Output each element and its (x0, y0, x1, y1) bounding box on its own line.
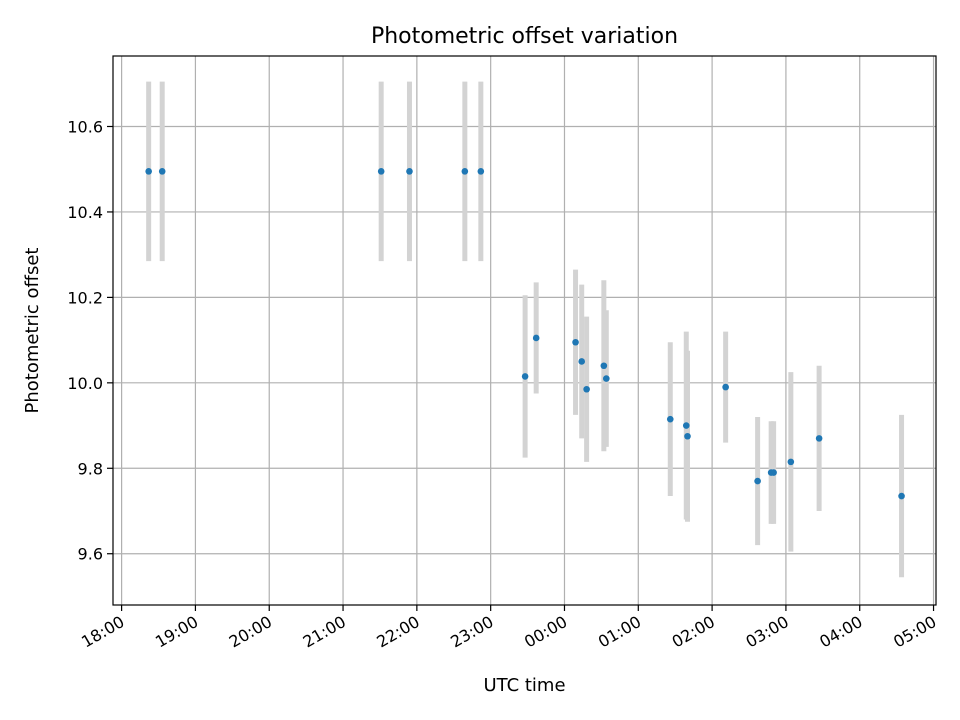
data-point (578, 358, 586, 365)
data-point (406, 168, 413, 175)
data-point (521, 373, 529, 380)
data-point (158, 168, 166, 175)
data-point (815, 435, 823, 442)
x-tick-label: 01:00 (595, 612, 644, 652)
data-point (684, 432, 691, 440)
data-point (754, 477, 761, 485)
x-tick-label: 02:00 (669, 612, 718, 652)
plot-frame (112, 55, 937, 606)
x-axis-label: UTC time (483, 675, 565, 696)
x-tick-label: 04:00 (816, 612, 865, 652)
x-tick-label: 22:00 (373, 612, 422, 652)
x-tick-label: 00:00 (521, 612, 570, 652)
data-point (583, 385, 590, 393)
data-point (572, 338, 579, 346)
data-point (600, 362, 608, 370)
y-tick-label: 10.2 (67, 288, 103, 307)
y-axis-label: Photometric offset (22, 248, 43, 414)
data-point (722, 383, 729, 391)
y-tick-label: 10.4 (67, 203, 103, 222)
data-points (145, 168, 905, 500)
data-point (666, 415, 674, 423)
data-point (377, 168, 385, 175)
data-point (682, 422, 690, 429)
chart-title: Photometric offset variation (371, 24, 678, 49)
y-tick-label: 10.6 (67, 117, 103, 136)
data-point (770, 469, 777, 476)
x-tick-label: 23:00 (447, 612, 496, 652)
x-tick-label: 18:00 (78, 612, 127, 652)
y-tick-label: 9.6 (78, 545, 103, 564)
x-tick-label: 19:00 (152, 612, 201, 652)
x-axis: 18:00 19:00 20:00 21:00 22:00 23:00 00:00 01:00… (78, 605, 940, 652)
y-tick-label: 10.0 (67, 374, 103, 393)
data-point (603, 375, 610, 382)
x-tick-label: 20:00 (226, 612, 275, 652)
data-point (477, 168, 485, 175)
data-point (145, 168, 152, 175)
data-point (461, 168, 469, 175)
x-tick-label: 05:00 (890, 612, 939, 652)
error-bars (146, 81, 905, 578)
x-tick-label: 21:00 (300, 612, 349, 652)
y-axis: 9.6 9.8 10.0 10.2 10.4 10.6 (67, 117, 113, 564)
data-point (898, 492, 905, 500)
grid (113, 56, 936, 605)
data-point (787, 458, 795, 466)
data-point (532, 334, 540, 342)
x-tick-label: 03:00 (742, 612, 791, 652)
y-tick-label: 9.8 (78, 459, 103, 478)
